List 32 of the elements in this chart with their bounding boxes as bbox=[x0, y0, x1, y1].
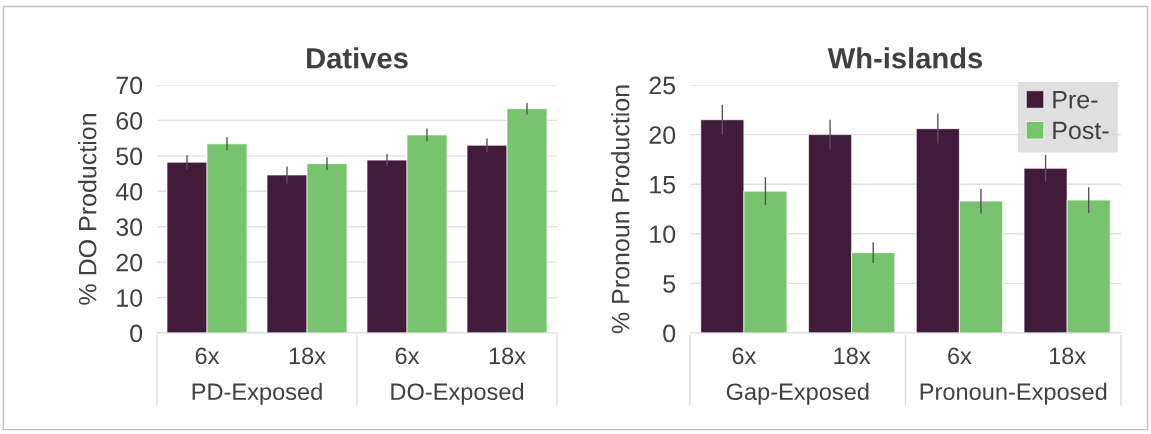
text: PD-Exposed bbox=[192, 382, 322, 405]
y-tick-label: 20 bbox=[116, 253, 143, 272]
legend-label: Pre- bbox=[1053, 91, 1098, 109]
y-tick-label: 5 bbox=[663, 275, 676, 293]
x-tick-label: 6x bbox=[948, 347, 972, 365]
x-tick-label: 6x bbox=[195, 347, 220, 365]
legend-label: Post- bbox=[1053, 121, 1109, 140]
y-tick-label: 10 bbox=[650, 225, 676, 244]
x-tick-label: 18x bbox=[834, 347, 871, 365]
x-tick-label: 18x bbox=[1049, 347, 1086, 365]
chart-title: Wh-islands bbox=[827, 47, 983, 69]
text: DO-Exposed bbox=[391, 382, 524, 405]
x-tick-label: 6x bbox=[732, 347, 757, 365]
y-tick-label: 30 bbox=[116, 218, 143, 237]
y-tick-label: 60 bbox=[116, 112, 143, 130]
y-tick-label: 25 bbox=[649, 76, 676, 95]
x-tick-label: 18x bbox=[289, 347, 326, 365]
x-tick-label: 18x bbox=[489, 347, 526, 365]
y-tick-label: 20 bbox=[649, 126, 676, 144]
y-axis-title: % DO Production bbox=[78, 114, 97, 305]
y-axis-title: % Pronoun Production bbox=[611, 85, 630, 334]
y-tick-label: 10 bbox=[117, 289, 143, 307]
y-tick-label: 40 bbox=[115, 182, 143, 201]
x-tick-label: 6x bbox=[395, 347, 420, 365]
chart-title: Datives bbox=[307, 47, 408, 69]
y-tick-label: 50 bbox=[116, 147, 143, 166]
text: Gap-Exposed bbox=[726, 382, 869, 405]
y-tick-label: 70 bbox=[116, 76, 143, 95]
y-tick-label: 0 bbox=[130, 324, 143, 343]
y-tick-label: 15 bbox=[650, 176, 676, 194]
text: Pronoun-Exposed bbox=[920, 382, 1107, 405]
y-tick-label: 0 bbox=[663, 324, 676, 343]
